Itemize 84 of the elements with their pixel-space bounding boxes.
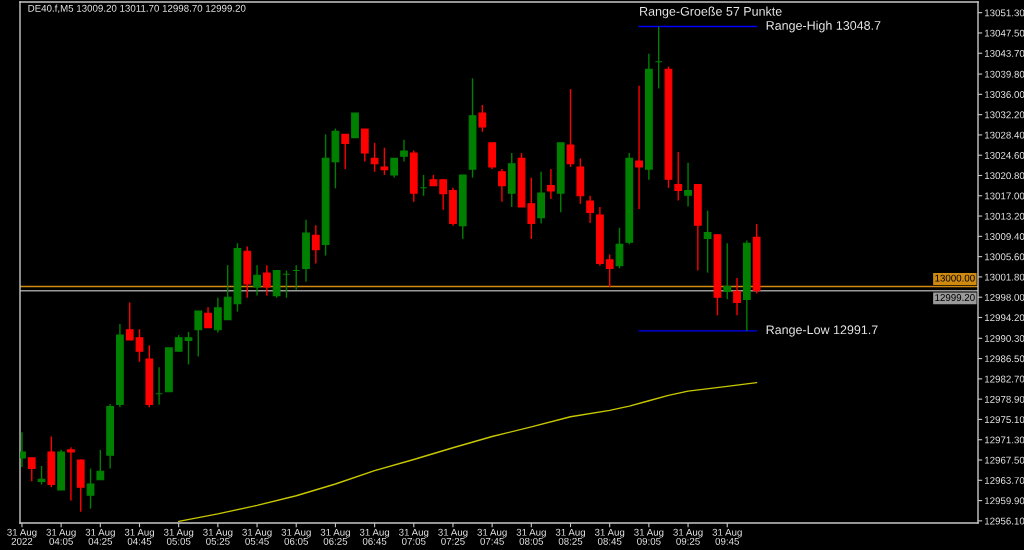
candlestick (498, 168, 506, 203)
y-tick-label: 12994.20 (984, 314, 1024, 322)
y-tick-label: 12975.10 (984, 416, 1024, 424)
candlestick (184, 331, 193, 366)
series-label: Range-Low 12991.7 (766, 325, 878, 337)
x-tick-label: 31 Aug 08:05 (516, 528, 546, 545)
candlestick (478, 104, 487, 133)
candlestick (703, 210, 712, 274)
y-tick-label: 12967.50 (984, 456, 1024, 464)
x-tick-label: 31 Aug 04:25 (85, 528, 115, 545)
x-tick-label: 31 Aug 04:05 (46, 528, 76, 545)
y-tick-label: 12982.70 (984, 375, 1024, 383)
x-tick-label: 31 Aug 06:45 (359, 528, 390, 545)
candlestick (135, 328, 144, 363)
ref-line-label: 12999.20 (935, 294, 975, 301)
candlestick (586, 195, 594, 224)
x-tick-label: 31 Aug 04:45 (124, 528, 155, 545)
y-tick-label: 13001.80 (984, 273, 1024, 281)
candlestick (341, 133, 350, 170)
candlestick (723, 242, 732, 301)
x-tick-label: 31 Aug 07:45 (477, 528, 507, 545)
x-tick-label: 31 Aug 06:05 (281, 528, 311, 545)
y-tick-label: 13051.30 (984, 9, 1024, 17)
candlestick (400, 139, 408, 163)
candlestick (37, 465, 46, 486)
y-tick-label: 13024.60 (984, 151, 1024, 159)
candlestick (547, 168, 555, 200)
y-tick-label: 13013.20 (984, 212, 1024, 220)
candlestick (380, 147, 389, 176)
candlestick (213, 297, 222, 334)
x-tick-label: 31 Aug 07:05 (399, 528, 429, 545)
y-tick-label: 12986.50 (984, 355, 1024, 363)
line-series (177, 381, 758, 523)
series-label: Range-High 13048.7 (766, 20, 881, 33)
x-tick-label: 31 Aug 09:25 (673, 528, 703, 545)
x-tick-label: 31 Aug 05:25 (203, 528, 233, 545)
x-tick-label: 31 Aug 07:25 (438, 528, 468, 545)
y-tick-label: 12963.70 (984, 477, 1024, 484)
candlestick (674, 151, 683, 202)
candlestick (733, 277, 741, 317)
x-tick-label: 31 Aug 05:05 (163, 528, 194, 545)
y-tick-label: 13009.40 (984, 233, 1024, 240)
y-tick-label: 12956.10 (984, 517, 1024, 525)
x-tick-label: 31 Aug 2022 (7, 528, 37, 545)
x-tick-label: 31 Aug 09:45 (712, 528, 742, 545)
annotation: Range-Groeße 57 Punkte (640, 6, 782, 19)
y-tick-label: 12998.00 (984, 293, 1024, 301)
y-tick-label: 13039.80 (984, 70, 1024, 78)
x-tick-label: 31 Aug 06:25 (320, 528, 350, 545)
chart-title: DE40.f,M5 13009.20 13011.70 12998.70 12999.20 (28, 4, 246, 13)
y-tick-label: 13036.00 (984, 91, 1024, 98)
candlestick (390, 157, 399, 179)
candlestick (86, 467, 95, 510)
x-tick-label: 31 Aug 08:45 (594, 528, 625, 545)
ref-line-label: 13000.00 (935, 274, 975, 282)
candlestick (370, 142, 379, 173)
candlestick (253, 264, 261, 297)
candlestick (67, 446, 75, 502)
y-tick-label: 12971.30 (984, 436, 1024, 444)
candlestick (194, 310, 203, 358)
y-tick-label: 12990.30 (984, 335, 1024, 342)
x-tick-label: 31 Aug 05:45 (242, 528, 272, 545)
candlestick (635, 85, 643, 210)
x-tick-label: 31 Aug 08:25 (555, 528, 586, 545)
candlestick (684, 161, 692, 208)
x-tick-label: 31 Aug 09:05 (634, 528, 664, 545)
candlestick (566, 88, 575, 168)
y-tick-label: 13043.70 (984, 49, 1024, 57)
candlestick (605, 253, 614, 288)
y-tick-label: 13047.50 (984, 29, 1024, 37)
candlestick (262, 264, 271, 297)
candlestick (439, 179, 448, 211)
y-tick-label: 13017.00 (984, 192, 1024, 200)
candlestick (204, 306, 212, 329)
y-tick-label: 13020.80 (984, 172, 1024, 180)
candlestick (96, 449, 105, 481)
y-tick-label: 13032.20 (984, 111, 1024, 119)
y-tick-label: 12959.90 (984, 497, 1024, 505)
y-tick-label: 13005.60 (984, 253, 1024, 261)
y-tick-label: 12978.90 (984, 395, 1024, 403)
candlestick (311, 224, 320, 265)
candlestick (125, 301, 134, 341)
y-tick-label: 13028.40 (984, 131, 1024, 139)
candlestick (27, 457, 36, 483)
